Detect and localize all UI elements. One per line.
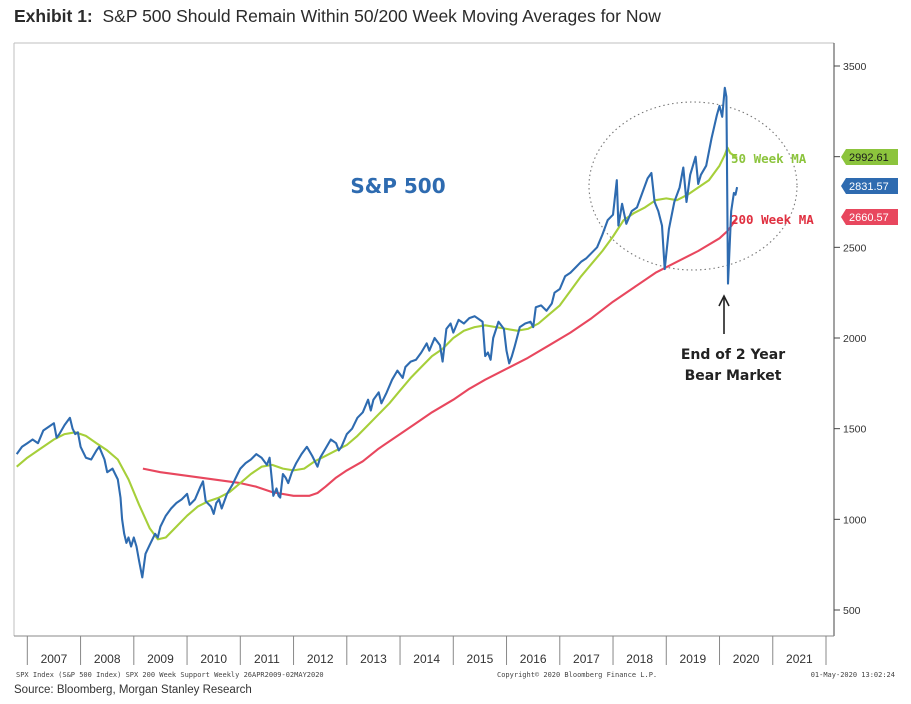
x-tick-label: 2010 xyxy=(200,652,227,666)
y-tick-label: 1500 xyxy=(843,424,867,436)
ma200-label: 200 Week MA xyxy=(731,212,814,227)
spx-value-tag: 2831.57 xyxy=(841,178,898,194)
x-tick-label: 2007 xyxy=(41,652,68,666)
bear-market-annotation: End of 2 Year Bear Market xyxy=(681,294,785,384)
y-tick-label: 2500 xyxy=(843,242,867,254)
x-tick-label: 2020 xyxy=(733,652,760,666)
exhibit-number: Exhibit 1: xyxy=(14,6,93,26)
x-tick-label: 2015 xyxy=(467,652,494,666)
y-tick-label: 2000 xyxy=(843,333,867,345)
x-tick-label: 2012 xyxy=(307,652,334,666)
x-tick-label: 2008 xyxy=(94,652,121,666)
x-tick-label: 2017 xyxy=(573,652,600,666)
footer-right: 01-May-2020 13:02:24 xyxy=(811,671,895,679)
annotation-line-2: Bear Market xyxy=(685,368,782,384)
ma50-line xyxy=(16,146,738,541)
ma200-value: 2660.57 xyxy=(849,212,889,224)
y-tick-label: 3500 xyxy=(843,61,867,73)
y-tick-label: 1000 xyxy=(843,514,867,526)
footer-center: Copyright© 2020 Bloomberg Finance L.P. xyxy=(497,671,657,679)
chart-title: S&P 500 xyxy=(350,174,445,198)
x-tick-label: 2018 xyxy=(626,652,653,666)
series-lines xyxy=(15,86,739,579)
spx-value: 2831.57 xyxy=(849,181,889,193)
ma50-value-tag: 2992.61 xyxy=(841,149,898,165)
annotation-line-1: End of 2 Year xyxy=(681,347,785,363)
exhibit-title: Exhibit 1: S&P 500 Should Remain Within … xyxy=(14,6,661,27)
annotation-arrowhead-icon xyxy=(718,294,730,307)
x-tick-label: 2014 xyxy=(413,652,440,666)
footer-left: SPX Index (S&P 500 Index) SPX 200 Week S… xyxy=(16,671,324,679)
x-tick-label: 2019 xyxy=(680,652,707,666)
ma50-value: 2992.61 xyxy=(849,152,889,164)
y-tick-label: 500 xyxy=(843,605,861,617)
x-tick-label: 2009 xyxy=(147,652,174,666)
x-axis-ticks: 2007 2008 2009 2010 2011 2012 2013 2014 2015 2016… xyxy=(26,636,827,666)
ma200-line xyxy=(142,217,738,497)
x-tick-label: 2011 xyxy=(254,652,280,666)
source-note: Source: Bloomberg, Morgan Stanley Resear… xyxy=(14,684,252,696)
x-tick-label: 2013 xyxy=(360,652,387,666)
x-tick-label: 2021 xyxy=(786,652,813,666)
highlight-ellipse xyxy=(588,101,798,271)
exhibit-heading: S&P 500 Should Remain Within 50/200 Week… xyxy=(102,6,661,26)
ma200-value-tag: 2660.57 xyxy=(841,209,898,225)
y-axis-ticks: 500100015002000250030003500 xyxy=(834,61,867,617)
x-tick-label: 2016 xyxy=(520,652,547,666)
ma50-label: 50 Week MA xyxy=(731,151,807,166)
spx-line xyxy=(15,86,739,579)
